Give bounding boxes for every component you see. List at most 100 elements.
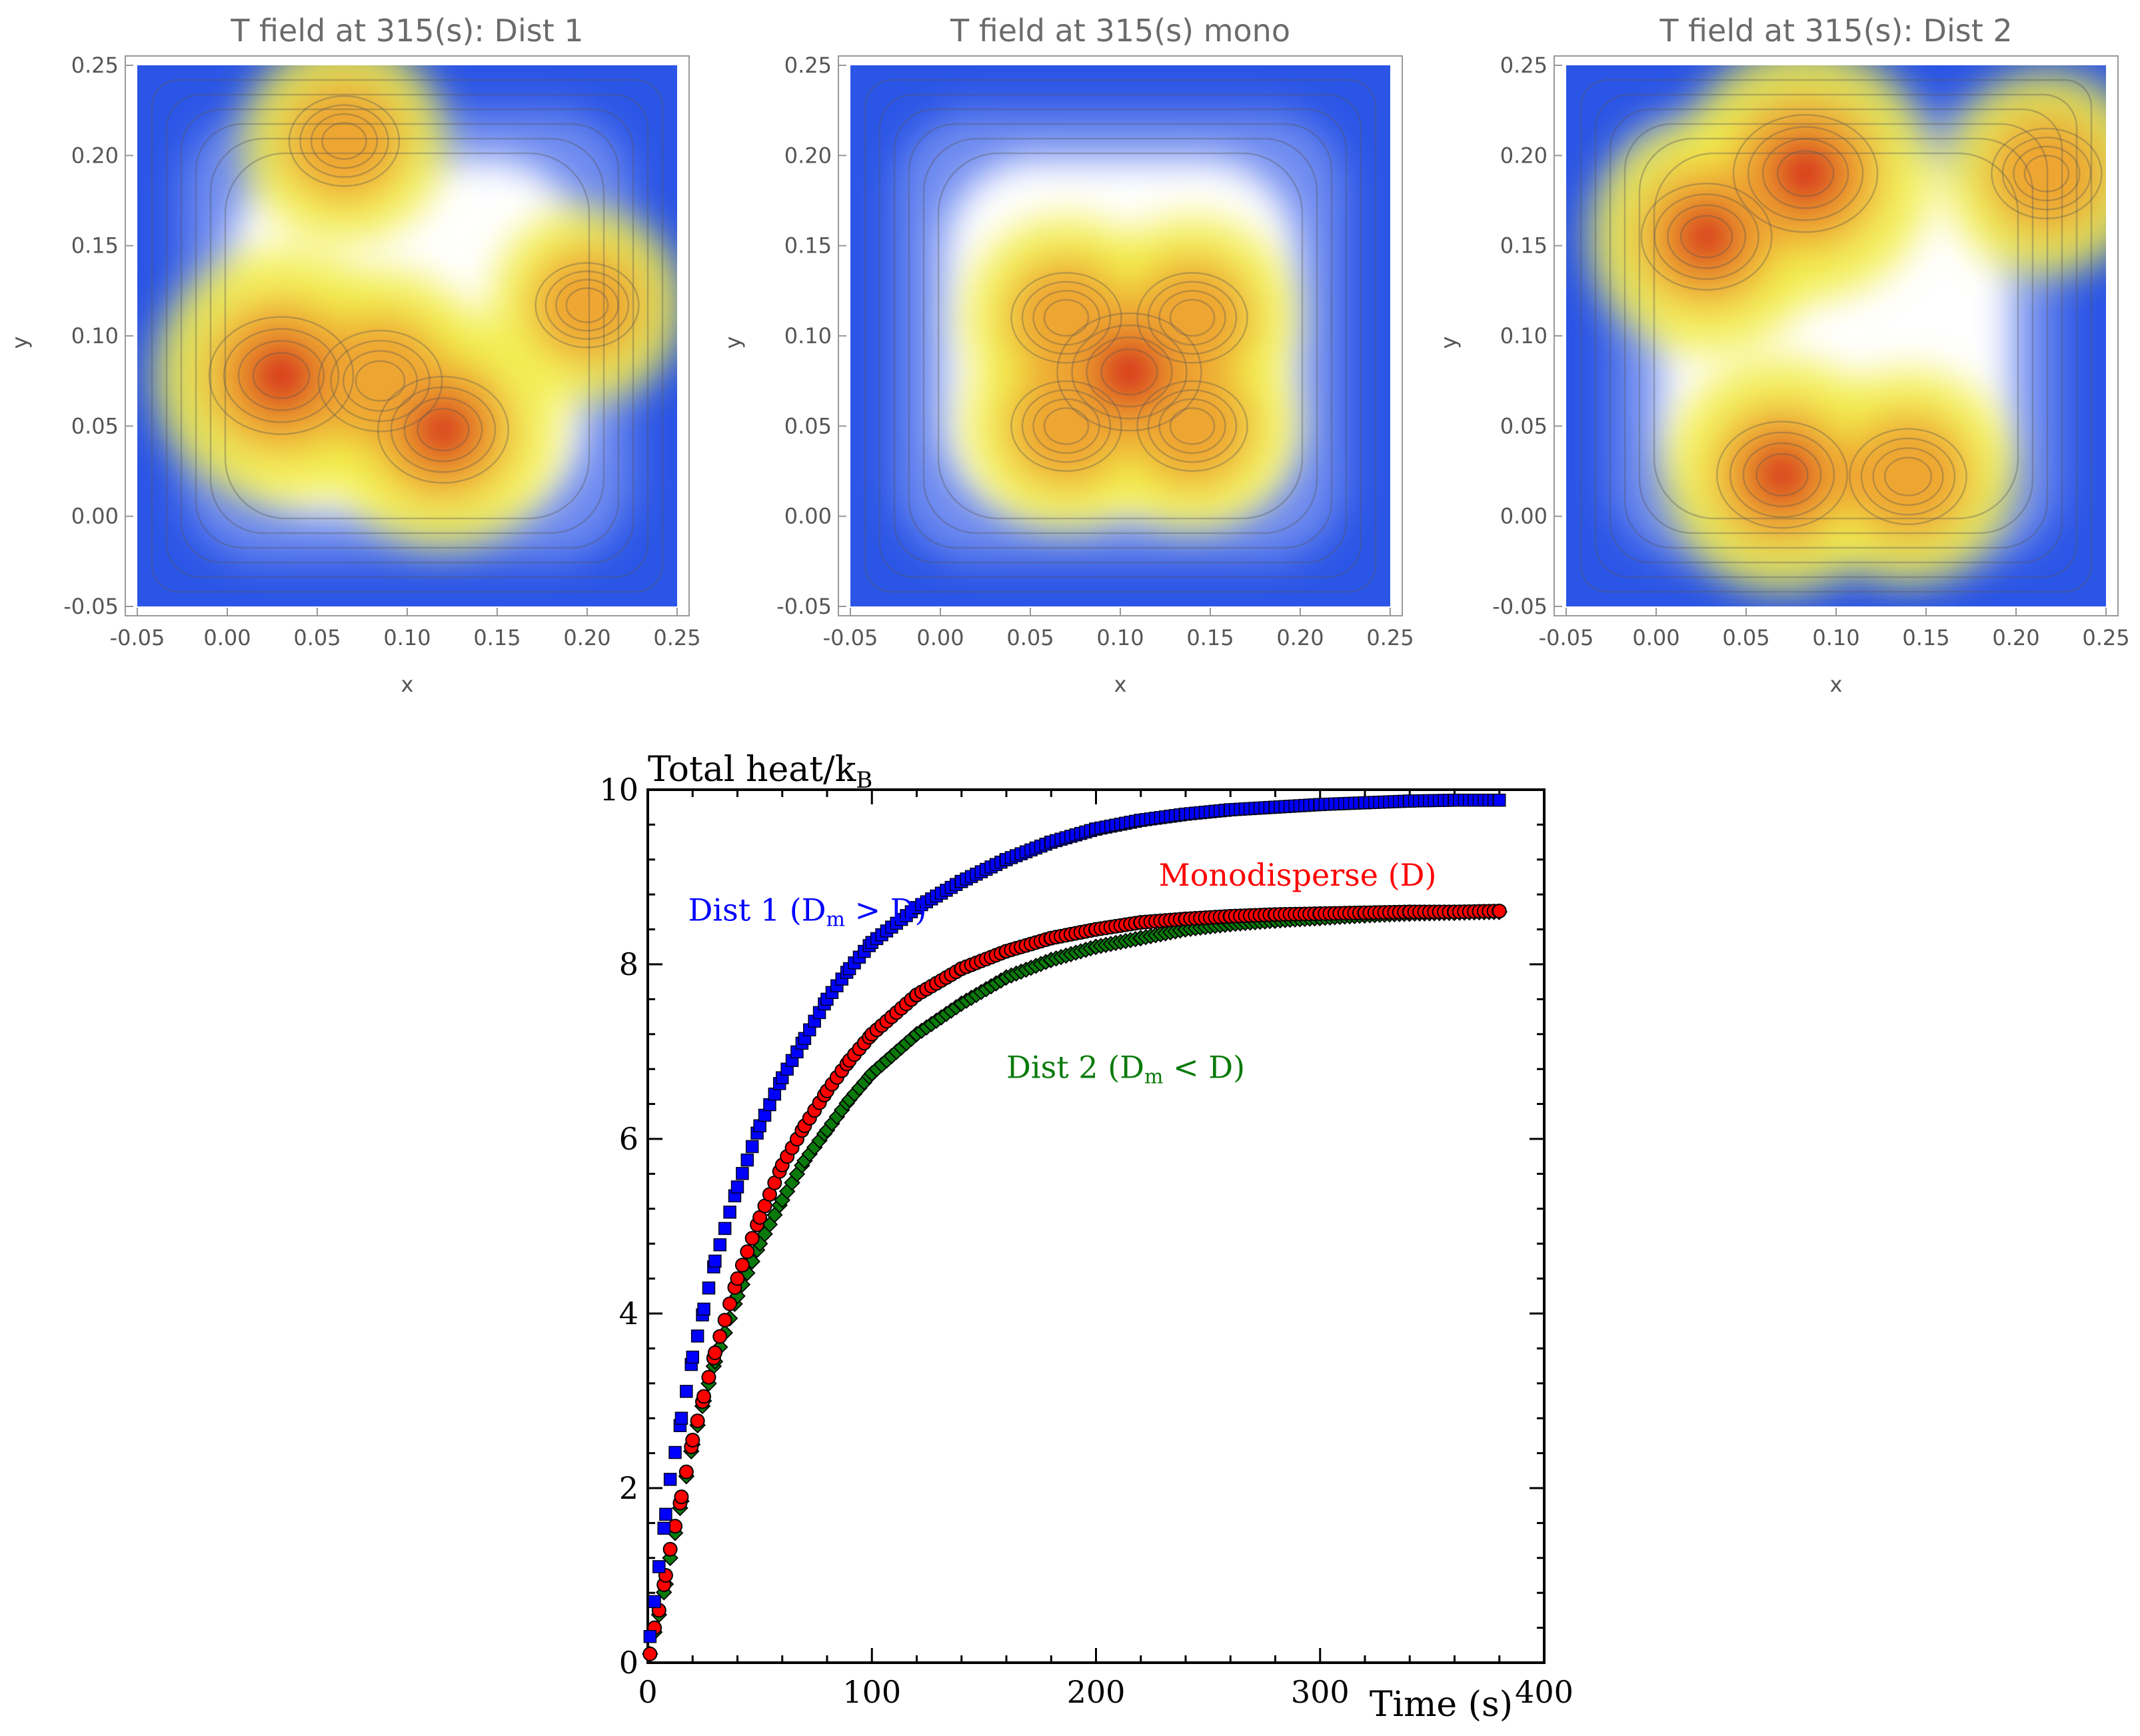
data-point (678, 1464, 694, 1479)
contour-line (1158, 398, 1226, 454)
y-tick-label: 4 (619, 1296, 638, 1331)
y-tick-label: 8 (619, 946, 638, 982)
data-point (734, 1258, 750, 1273)
heatmap-background (850, 65, 1390, 606)
data-point (674, 1411, 688, 1425)
contour-line (1032, 398, 1100, 454)
y-tick-label: 0.00 (71, 504, 119, 529)
contour-line (208, 316, 355, 435)
data-point (723, 1206, 736, 1219)
contour-line (1032, 290, 1100, 346)
y-tick-label: 0.05 (71, 413, 119, 438)
contour-line (1883, 456, 1933, 496)
contour-line (1580, 79, 2093, 593)
x-tick-label: 0 (638, 1674, 657, 1710)
heatmap-background (137, 65, 677, 606)
hotspot-core (1092, 335, 1166, 409)
y-axis-label: Total heat/kB (648, 750, 872, 794)
contour-line (2001, 137, 2092, 211)
y-tick-label: 0.15 (71, 233, 119, 259)
contour-line (237, 340, 325, 411)
y-axis: -0.05 0.00 0.05 0.10 0.15 0.20 0.25 (776, 53, 846, 619)
x-tick-label: 0.05 (1006, 625, 1054, 650)
contour-lines (151, 79, 664, 593)
y-tick-label: 0.05 (1500, 413, 1548, 438)
contour-line (165, 93, 649, 578)
contour-line (1860, 437, 1956, 516)
hotspot-core (1673, 203, 1741, 271)
heatmap-panel-3: T field at 315(s): Dist 2 -0.05 0.00 0.05 0.… (1436, 13, 2130, 697)
contour-line (1594, 93, 2078, 578)
warm-regions (964, 216, 1294, 528)
contour-line (1742, 442, 1822, 508)
y-tick-label: 0.25 (71, 53, 119, 78)
contour-line (1872, 447, 1944, 506)
x-tick-label: 0.00 (203, 625, 251, 650)
data-point (712, 1329, 728, 1344)
contour-line (1043, 407, 1090, 445)
hotspot-core (559, 277, 615, 333)
y-axis-label: y (1436, 337, 1462, 349)
x-axis-label: x (1114, 672, 1127, 697)
contour-line (565, 287, 609, 323)
data-point (701, 1369, 716, 1385)
series-annotation: Monodisperse (D) (1159, 857, 1437, 893)
contour-line (1021, 389, 1112, 463)
contour-line (1169, 299, 1216, 337)
x-axis: -0.05 0.00 0.05 0.10 0.15 0.20 0.25 (110, 608, 701, 650)
data-point (718, 1222, 732, 1236)
contour-lines (1580, 79, 2103, 593)
data-point (648, 1595, 661, 1609)
tick-marks (646, 790, 1546, 1664)
panel-title: T field at 315(s): Dist 1 (230, 13, 583, 49)
hotspot-core (1163, 289, 1222, 347)
data-point (702, 1281, 716, 1295)
hotspot-core (348, 349, 413, 413)
contour-line (209, 137, 605, 534)
total-heat-chart: 0 100 200 300 400 0 2 4 6 8 10 Time (s) Total heat/k… (599, 750, 1573, 1725)
data-point (740, 1153, 754, 1167)
data-point (690, 1413, 705, 1429)
contour-line (180, 108, 634, 564)
panel-title: T field at 315(s) mono (950, 13, 1290, 49)
contour-line (1776, 150, 1835, 197)
x-tick-label: 0.20 (563, 625, 610, 650)
series-annotation: Dist 2 (Dm < D) (1006, 1049, 1245, 1088)
x-tick-label: -0.05 (110, 625, 165, 650)
y-tick-label: -0.05 (776, 594, 832, 619)
contour-line (922, 137, 1318, 534)
data-point (740, 1244, 755, 1260)
contour-line (310, 113, 379, 169)
x-tick-label: 0.00 (1632, 625, 1679, 650)
contour-line (377, 375, 510, 484)
y-tick-label: 0.00 (784, 504, 832, 529)
contour-line (1136, 380, 1248, 472)
data-point (662, 1541, 678, 1557)
contour-line (1679, 215, 1733, 259)
contour-line (403, 397, 483, 462)
contour-line (1623, 123, 2049, 549)
data-point (707, 1345, 722, 1360)
y-tick-label: 0.25 (784, 53, 832, 78)
x-tick-label: 0.15 (1902, 625, 1949, 650)
heatmap-panel-1: T field at 315(s): Dist 1 -0.05 0.00 0.05 0.… (7, 13, 701, 697)
x-tick-label: 0.10 (1812, 625, 1859, 650)
y-tick-label: 10 (599, 772, 638, 808)
contour-line (1147, 281, 1238, 355)
contour-line (908, 123, 1333, 549)
data-point (680, 1385, 693, 1398)
contour-line (1010, 272, 1122, 364)
x-tick-label: 0.25 (653, 625, 700, 650)
contour-line (342, 350, 419, 413)
contour-line (390, 386, 497, 473)
x-tick-label: 0.20 (1992, 625, 2039, 650)
contour-line (1100, 348, 1158, 396)
y-tick-label: 0 (619, 1645, 638, 1681)
contour-line (195, 123, 620, 549)
x-tick-label: 0.25 (1366, 625, 1414, 650)
y-tick-label: 0.00 (1500, 504, 1548, 529)
hotspot-core (1769, 137, 1843, 211)
contour-line (288, 95, 401, 187)
x-tick-label: 0.10 (1096, 625, 1144, 650)
x-tick-label: 0.15 (1186, 625, 1234, 650)
